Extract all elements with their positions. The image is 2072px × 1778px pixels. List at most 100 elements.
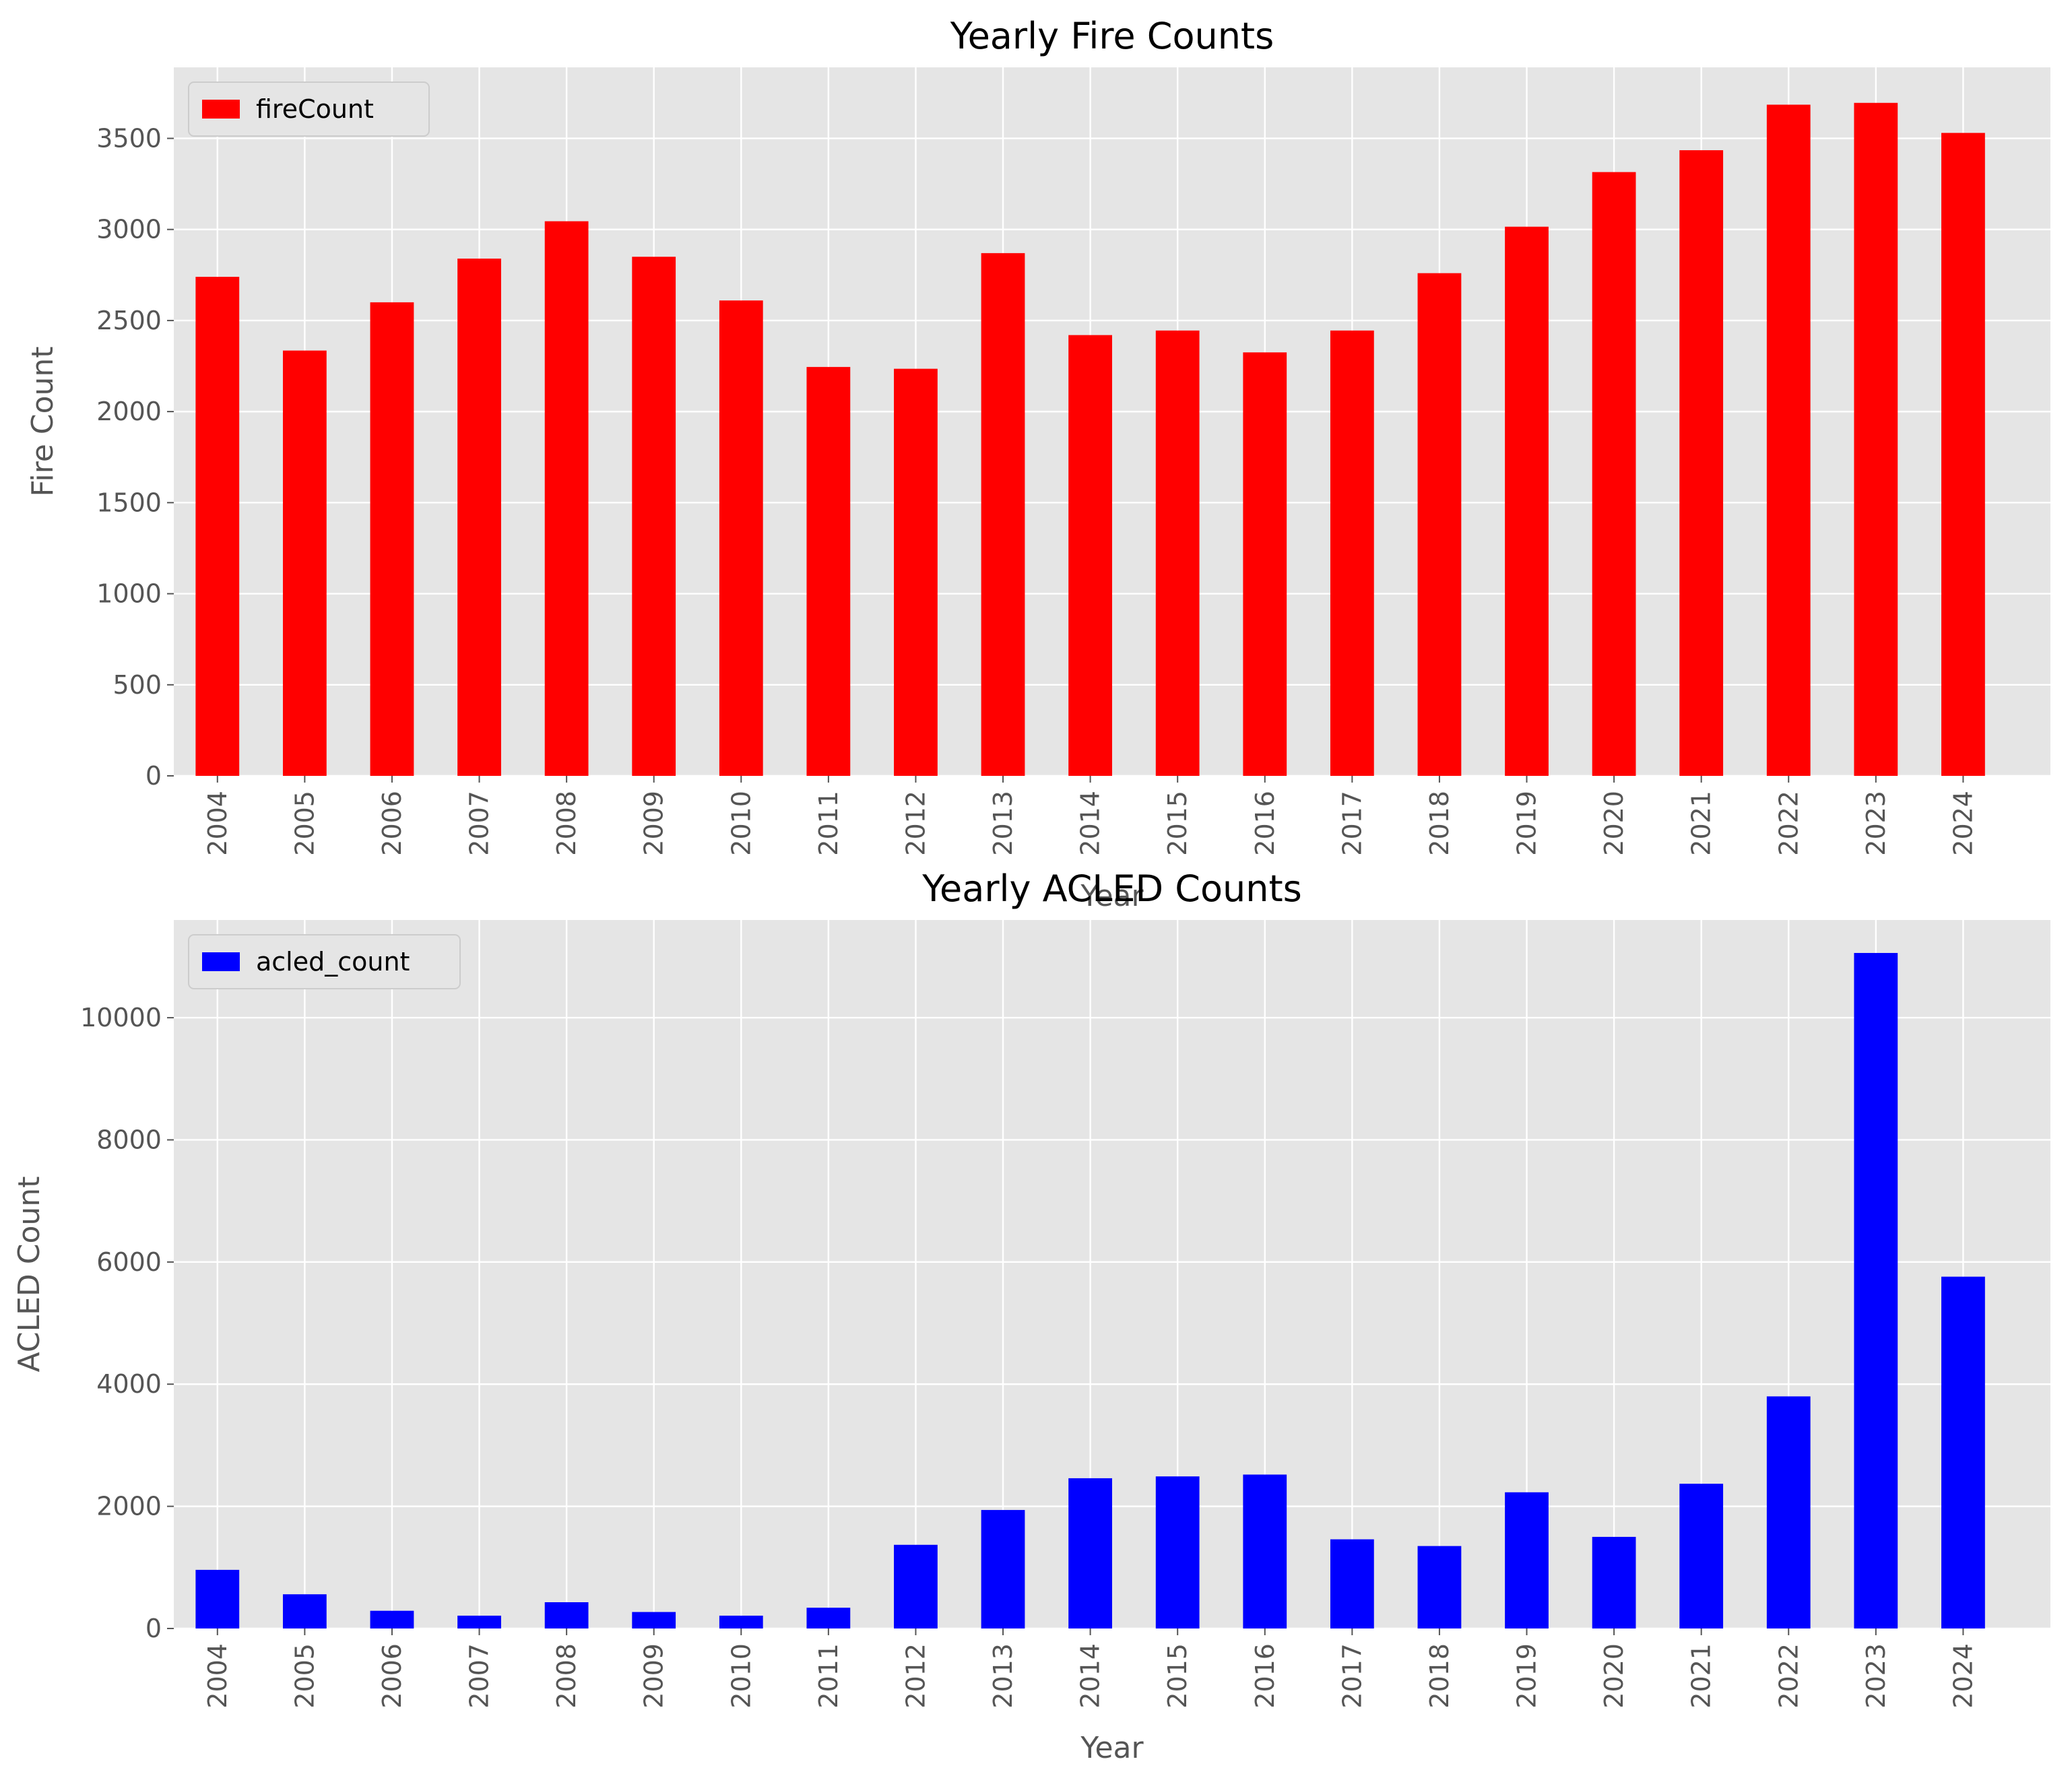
x-tick-label: 2012 — [901, 1643, 930, 1709]
x-tick-label: 2022 — [1774, 791, 1803, 856]
x-tick-label: 2022 — [1774, 1643, 1803, 1709]
bar-2010 — [719, 1615, 763, 1628]
bar-2011 — [806, 366, 851, 776]
x-tick-label: 2019 — [1512, 791, 1542, 856]
legend-box — [188, 81, 430, 137]
x-tick-label: 2016 — [1250, 1643, 1280, 1709]
bar-2023 — [1854, 102, 1898, 776]
bar-2008 — [544, 1602, 589, 1628]
y-tick-label: 1000 — [96, 579, 162, 609]
y-tick-label: 0 — [145, 761, 162, 791]
bar-2007 — [457, 1615, 501, 1628]
x-tick-label: 2020 — [1599, 791, 1629, 856]
bar-2015 — [1155, 330, 1200, 776]
x-tick-label: 2007 — [465, 1643, 494, 1709]
bar-2012 — [894, 368, 938, 776]
y-tick-label: 2500 — [96, 306, 162, 335]
x-tick-label: 2009 — [639, 791, 669, 856]
x-tick-label: 2006 — [377, 1643, 407, 1709]
y-tick-label: 1500 — [96, 488, 162, 517]
x-tick-label: 2007 — [465, 791, 494, 856]
x-tick-label: 2015 — [1163, 791, 1192, 856]
bar-2012 — [894, 1544, 938, 1628]
y-axis-label: ACLED Count — [12, 1177, 46, 1373]
x-tick-label: 2005 — [290, 791, 319, 856]
bar-2008 — [544, 221, 589, 776]
bar-2013 — [981, 253, 1025, 776]
y-tick-label: 500 — [112, 670, 162, 700]
bar-2015 — [1155, 1476, 1200, 1628]
x-axis-label: Year — [1080, 1731, 1144, 1765]
legend-box — [188, 934, 461, 989]
x-tick-label: 2018 — [1425, 791, 1454, 856]
x-tick-label: 2008 — [552, 791, 581, 856]
x-tick-label: 2004 — [203, 1643, 232, 1709]
y-tick-label: 2000 — [96, 397, 162, 426]
x-tick-label: 2014 — [1076, 791, 1105, 856]
y-tick-label: 10000 — [80, 1003, 162, 1032]
x-tick-label: 2024 — [1948, 1643, 1978, 1709]
x-tick-label: 2005 — [290, 1643, 319, 1709]
legend-swatch — [202, 952, 240, 971]
x-tick-label: 2011 — [814, 791, 843, 856]
bar-2014 — [1068, 335, 1112, 776]
x-tick-label: 2004 — [203, 791, 232, 856]
bar-2016 — [1243, 1474, 1287, 1628]
bar-2006 — [370, 302, 414, 776]
x-tick-label: 2024 — [1948, 791, 1978, 856]
x-tick-label: 2013 — [988, 791, 1018, 856]
y-tick-label: 2000 — [96, 1492, 162, 1521]
x-tick-label: 2009 — [639, 1643, 669, 1709]
x-axis-label: Year — [1080, 879, 1144, 913]
y-tick-label: 4000 — [96, 1369, 162, 1399]
x-tick-label: 2008 — [552, 1643, 581, 1709]
y-tick-label: 0 — [145, 1614, 162, 1643]
legend: acled_count — [188, 934, 461, 989]
x-tick-label: 2006 — [377, 791, 407, 856]
bar-2014 — [1068, 1478, 1112, 1628]
bar-2018 — [1417, 273, 1462, 776]
x-tick-label: 2023 — [1861, 791, 1891, 856]
x-tick-label: 2010 — [726, 1643, 756, 1709]
chart-panel-1: 0 500 1000 1500 2000 2500 3000 3500 2004 2005 2006… — [26, 15, 2050, 913]
bar-2004 — [195, 277, 240, 776]
y-tick-label: 8000 — [96, 1125, 162, 1154]
x-tick-label: 2023 — [1861, 1643, 1891, 1709]
x-tick-label: 2016 — [1250, 791, 1280, 856]
x-tick-label: 2015 — [1163, 1643, 1192, 1709]
bar-2022 — [1766, 104, 1811, 777]
legend-swatch — [202, 100, 240, 119]
x-tick-label: 2018 — [1425, 1643, 1454, 1709]
bar-2024 — [1941, 133, 1985, 777]
x-tick-label: 2011 — [814, 1643, 843, 1709]
bar-2011 — [806, 1608, 851, 1628]
bar-2009 — [632, 1612, 676, 1628]
x-tick-label: 2020 — [1599, 1643, 1629, 1709]
bar-2013 — [981, 1510, 1025, 1628]
bar-2022 — [1766, 1396, 1811, 1628]
bar-2004 — [195, 1569, 240, 1628]
x-tick-label: 2021 — [1687, 791, 1716, 856]
bar-2009 — [632, 257, 676, 776]
x-tick-label: 2017 — [1337, 1643, 1367, 1709]
x-tick-label: 2013 — [988, 1643, 1018, 1709]
bar-2007 — [457, 258, 501, 776]
bar-2017 — [1330, 1539, 1374, 1628]
bar-2023 — [1854, 952, 1898, 1628]
x-tick-label: 2019 — [1512, 1643, 1542, 1709]
legend-label: acled_count — [256, 947, 410, 977]
legend-label: fireCount — [256, 94, 374, 124]
x-tick-label: 2014 — [1076, 1643, 1105, 1709]
bar-2019 — [1505, 1492, 1549, 1628]
x-tick-label: 2012 — [901, 791, 930, 856]
chart-title: Yearly ACLED Counts — [921, 867, 1302, 910]
bar-2005 — [282, 1594, 327, 1628]
bar-2021 — [1679, 150, 1724, 777]
y-axis-label: Fire Count — [26, 346, 60, 496]
bar-2017 — [1330, 330, 1374, 776]
chart-panel-2: 0 2000 4000 6000 8000 10000 2004 2005 2006 2007 20… — [12, 867, 2050, 1765]
bar-2016 — [1243, 352, 1287, 776]
bar-2024 — [1941, 1276, 1985, 1628]
x-tick-label: 2021 — [1687, 1643, 1716, 1709]
